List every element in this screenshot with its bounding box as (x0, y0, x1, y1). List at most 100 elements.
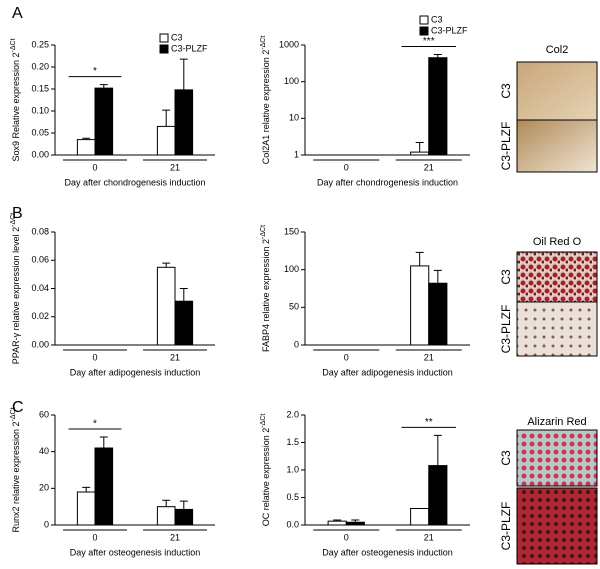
y-tick-label: 40 (39, 446, 49, 456)
significance-label: * (93, 419, 97, 430)
y-tick-label: 0.04 (31, 283, 49, 293)
y-tick-label: 1000 (279, 39, 299, 49)
error-bar (415, 141, 424, 153)
bar (345, 521, 365, 526)
bar (94, 447, 114, 526)
y-axis-label-text: Sox9 Relative expression 2 (11, 52, 21, 161)
x-tick-label: 21 (424, 352, 434, 362)
bar (428, 465, 448, 526)
legend-label: C3-PLZF (431, 25, 468, 35)
y-tick-label: 10 (289, 113, 299, 123)
y-tick-label: 0 (294, 339, 299, 349)
bar (94, 87, 114, 156)
y-tick-label: 1.0 (286, 464, 299, 474)
significance-label: *** (423, 36, 435, 47)
legend-label: C3 (431, 14, 443, 24)
error-bar (179, 500, 188, 510)
legend-swatch (419, 15, 429, 25)
micrograph (516, 251, 598, 303)
y-axis-label: Col2A1 relative expression 2-ΔCt (260, 36, 272, 165)
error-bar (82, 486, 91, 492)
x-tick-label: 21 (170, 352, 180, 362)
y-tick-label: 0 (44, 519, 49, 529)
y-axis-label-text: OC relative expression 2 (261, 428, 271, 527)
micrograph (516, 119, 598, 173)
y-axis-label: PPAR-γ relative expression level 2-ΔCt (10, 213, 22, 364)
error-bar (82, 137, 91, 140)
y-tick-label: 0.10 (31, 105, 49, 115)
x-tick-label: 0 (344, 352, 349, 362)
error-bar (179, 58, 188, 90)
significance-label: ** (425, 417, 433, 428)
bar (174, 508, 194, 526)
image-panel-a (516, 61, 598, 173)
x-axis-label: Day after adipogenesis induction (70, 367, 201, 377)
y-axis-label-superscript: -ΔCt (260, 36, 267, 50)
bar (156, 506, 176, 526)
y-axis-label-text: FABP4 relative expression 2 (261, 239, 271, 352)
micrograph (516, 429, 598, 487)
y-tick-label: 0.00 (31, 149, 49, 159)
x-axis-label: Day after adipogenesis induction (322, 367, 453, 377)
y-axis-label-superscript: -ΔCt (10, 407, 17, 421)
x-axis-label: Day after osteogenesis induction (70, 547, 201, 557)
micrograph (516, 61, 598, 121)
y-axis-label-text: Col2A1 relative expression 2 (261, 50, 271, 165)
y-tick-label: 0.20 (31, 61, 49, 71)
error-bar (351, 519, 360, 523)
image-title: Alizarin Red (527, 416, 586, 428)
x-tick-label: 21 (170, 162, 180, 172)
x-tick-label: 21 (424, 162, 434, 172)
image-row-label: C3 (499, 83, 513, 99)
y-tick-label: 1.5 (286, 437, 299, 447)
bar (156, 266, 176, 346)
bar (428, 57, 448, 156)
y-axis-label: FABP4 relative expression 2-ΔCt (260, 225, 272, 352)
bar (410, 151, 430, 156)
error-bar (433, 269, 442, 284)
image-row-label: C3 (499, 450, 513, 466)
y-tick-label: 0.15 (31, 83, 49, 93)
image-row-label: C3-PLZF (499, 122, 513, 171)
error-bar (333, 519, 342, 522)
bar (156, 125, 176, 156)
error-bar (162, 262, 171, 268)
y-tick-label: 60 (39, 409, 49, 419)
image-row-label: C3 (499, 269, 513, 285)
x-axis-label: Day after chondrogenesis induction (64, 177, 205, 187)
y-tick-label: 0.25 (31, 39, 49, 49)
y-axis-label-superscript: -ΔCt (260, 225, 267, 239)
error-bar (179, 288, 188, 302)
x-tick-label: 0 (344, 162, 349, 172)
panel-letter: B (12, 205, 23, 222)
x-axis-label: Day after chondrogenesis induction (317, 177, 458, 187)
significance-label: * (93, 66, 97, 77)
y-tick-label: 0.05 (31, 127, 49, 137)
y-axis-label: Sox9 Relative expression 2-ΔCt (10, 38, 22, 161)
y-tick-label: 100 (284, 264, 299, 274)
panel-letter: C (12, 399, 24, 416)
legend-swatch (159, 33, 169, 43)
y-axis-label-text: PPAR-γ relative expression level 2 (11, 227, 21, 364)
image-panel-c (516, 429, 598, 565)
y-axis-label-superscript: -ΔCt (260, 414, 267, 428)
error-bar (433, 54, 442, 58)
x-tick-label: 21 (424, 532, 434, 542)
y-axis-label: OC relative expression 2-ΔCt (260, 414, 272, 527)
y-axis-label-superscript: -ΔCt (10, 38, 17, 52)
error-bar (162, 109, 171, 127)
y-tick-label: 0.00 (31, 339, 49, 349)
y-tick-label: 0.08 (31, 226, 49, 236)
bar (410, 265, 430, 346)
legend-swatch (419, 26, 429, 36)
error-bar (162, 499, 171, 507)
y-tick-label: 0.02 (31, 311, 49, 321)
bar (174, 89, 194, 156)
y-tick-label: 100 (284, 76, 299, 86)
y-axis-label: Runx2 relative expression 2-ΔCt (10, 407, 22, 532)
x-tick-label: 0 (92, 352, 97, 362)
micrograph (516, 301, 598, 357)
x-tick-label: 21 (170, 532, 180, 542)
y-tick-label: 50 (289, 302, 299, 312)
